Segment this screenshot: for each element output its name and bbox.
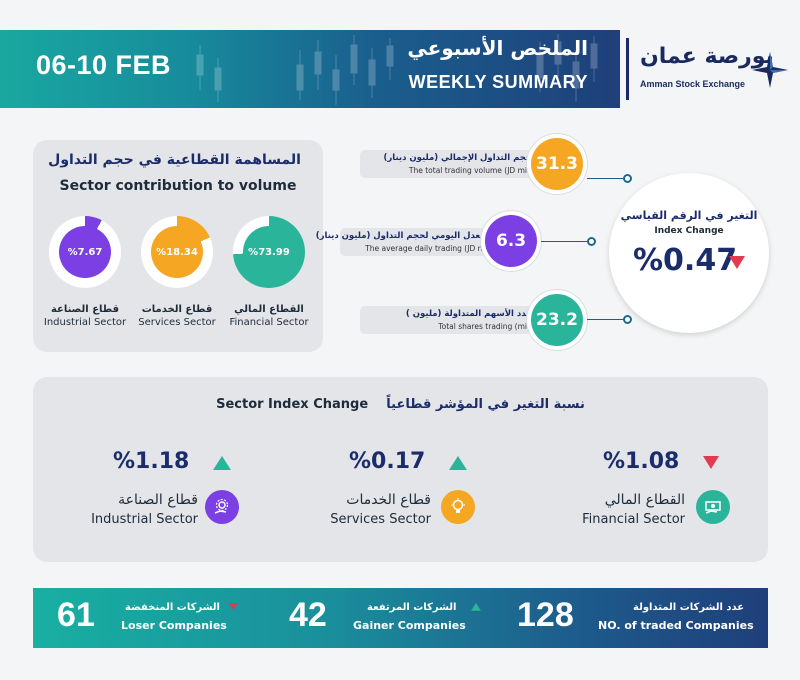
label-ar: قطاع الصناعة (50, 304, 120, 315)
label-en: Services Sector (138, 317, 216, 328)
connector-line (541, 241, 591, 242)
connector-line (587, 178, 627, 179)
label-ar: قطاع الخدمات (141, 304, 213, 315)
services-label-en: Services Sector (330, 512, 431, 527)
gainer-label-ar: الشركات المرتفعة (367, 602, 457, 613)
down-arrow-icon (703, 456, 719, 469)
stat-label-en: The total trading volume (JD mil) (408, 166, 532, 175)
up-arrow-icon (471, 603, 481, 611)
stat-daily-average-value: 6.3 (485, 215, 537, 267)
loser-label-ar: الشركات المنخفضة (125, 602, 220, 613)
label-en: Financial Sector (229, 317, 309, 328)
ase-logo: بورصة عمان Amman Stock Exchange (640, 44, 790, 104)
sector-index-title-ar: نسبة التغير في المؤشر قطاعياً (386, 397, 585, 412)
gainer-count: 42 (289, 596, 327, 634)
gainer-label-en: Gainer Companies (353, 619, 466, 632)
index-change-value: %0.47 (633, 243, 738, 278)
sector-index-title-en: Sector Index Change (216, 397, 369, 412)
candlestick-background (196, 34, 598, 105)
traded-label-ar: عدد الشركات المتداولة (633, 602, 745, 613)
index-label-en: Index Change (654, 226, 724, 236)
lightbulb-icon (441, 490, 475, 524)
money-hand-icon (696, 490, 730, 524)
financial-label-ar: القطاع المالي (604, 492, 685, 508)
stat-label-en: Total shares trading (mil) (438, 322, 532, 331)
sector-index-title: Sector Index Change نسبة التغير في المؤش… (33, 397, 768, 412)
donut-value: %7.67 (59, 226, 111, 278)
donut-financial: %73.99 (233, 216, 305, 288)
connector-dot (623, 315, 632, 324)
sector-index-change-card: Sector Index Change نسبة التغير في المؤش… (33, 377, 768, 562)
services-index-value: %0.17 (349, 449, 426, 474)
up-arrow-icon (449, 456, 467, 470)
loser-count: 61 (57, 596, 95, 634)
date-range: 06-10 FEB (36, 50, 172, 80)
traded-label-en: NO. of traded Companies (598, 619, 754, 632)
donut-value: %73.99 (243, 226, 295, 278)
gear-hand-icon (205, 490, 239, 524)
industrial-index-value: %1.18 (113, 449, 190, 474)
header-banner (0, 30, 620, 108)
loser-label-en: Loser Companies (121, 619, 227, 632)
stat-total-volume-value: 31.3 (531, 138, 583, 190)
financial-index-value: %1.08 (603, 449, 680, 474)
stat-total-shares-pill: عدد الأسهم المتداولة (مليون ) Total shar… (360, 306, 540, 334)
contribution-title-english: Sector contribution to volume (59, 178, 297, 194)
stat-total-shares-value: 23.2 (531, 294, 583, 346)
logo-english: Amman Stock Exchange (640, 79, 746, 89)
header-divider (626, 38, 629, 100)
financial-label-en: Financial Sector (582, 512, 685, 527)
services-label-ar: قطاع الخدمات (346, 492, 431, 508)
title-english: WEEKLY SUMMARY (408, 72, 588, 92)
donut-value: %18.34 (151, 226, 203, 278)
compass-star-icon (752, 52, 788, 88)
up-arrow-icon (213, 456, 231, 470)
connector-dot (587, 237, 596, 246)
stat-label-ar: حجم التداول الإجمالي (مليون دينار) (383, 153, 532, 163)
industrial-label-ar: قطاع الصناعة (118, 492, 198, 508)
stat-label-en: The average daily trading (JD mil) (365, 244, 492, 253)
industrial-label-en: Industrial Sector (91, 512, 198, 527)
label-financial: القطاع المالي Financial Sector (223, 303, 315, 329)
sector-contribution-card: المساهمة القطاعية في حجم التداول Sector … (33, 140, 323, 352)
label-industrial: قطاع الصناعة Industrial Sector (39, 303, 131, 329)
down-arrow-icon (229, 603, 238, 611)
stat-label-ar: عدد الأسهم المتداولة (مليون ) (405, 309, 532, 319)
label-ar: القطاع المالي (234, 304, 304, 315)
connector-line (587, 319, 627, 320)
label-en: Industrial Sector (43, 317, 127, 328)
contribution-title-arabic: المساهمة القطاعية في حجم التداول (48, 152, 301, 168)
title-arabic: الملخص الأسبوعي (407, 36, 588, 60)
stat-label-ar: المعدل اليومي لحجم التداول (مليون دينار) (315, 231, 492, 241)
donut-services: %18.34 (141, 216, 213, 288)
down-arrow-icon (729, 256, 745, 269)
stat-daily-average-pill: المعدل اليومي لحجم التداول (مليون دينار)… (316, 228, 500, 256)
stat-total-volume-pill: حجم التداول الإجمالي (مليون دينار) The t… (360, 150, 540, 178)
connector-dot (623, 174, 632, 183)
traded-count: 128 (517, 596, 574, 634)
label-services: قطاع الخدمات Services Sector (131, 303, 223, 329)
index-label-ar: التغير في الرقم القياسي (620, 209, 758, 222)
index-change-circle: التغير في الرقم القياسي Index Change %0.… (609, 173, 769, 333)
logo-arabic: بورصة عمان (640, 44, 774, 69)
donut-industrial: %7.67 (49, 216, 121, 288)
companies-footer-bar: عدد الشركات المتداولة NO. of traded Comp… (33, 588, 768, 648)
